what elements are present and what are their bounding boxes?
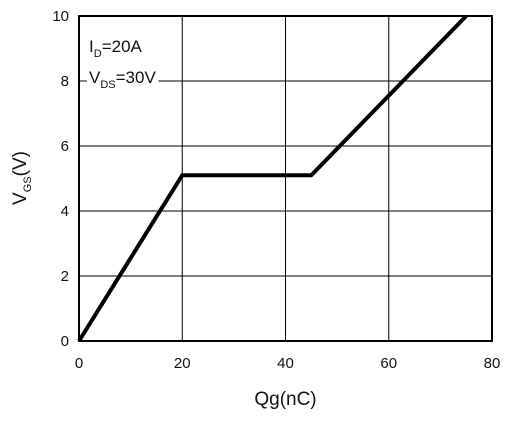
x-tick-label: 40: [277, 355, 294, 372]
y-tick-label: 2: [61, 268, 69, 285]
plot-frame: [78, 15, 493, 342]
y-tick-label: 8: [61, 73, 69, 90]
x-axis-title: Qg(nC): [254, 389, 316, 410]
annotation-voltage-rest: =30V: [116, 68, 157, 87]
annotation-current-main: I: [89, 37, 94, 56]
x-tick-label: 60: [380, 355, 397, 372]
annotation-background: [87, 36, 145, 61]
y-tick-label: 4: [61, 203, 69, 220]
y-tick-labels: 0 2 4 6 8 10: [52, 8, 69, 350]
annotation-voltage-main: V: [89, 68, 101, 87]
y-tick-label: 6: [61, 138, 69, 155]
annotation-current-rest: =20A: [102, 37, 143, 56]
y-axis-title: VGS(V): [10, 151, 34, 205]
x-tick-label: 0: [75, 355, 83, 372]
annotation-voltage-subscript: DS: [100, 79, 115, 91]
x-tick-labels: 0 20 40 60 80: [75, 355, 501, 372]
annotation-current: ID=20A: [89, 37, 143, 60]
annotation-background: [87, 67, 159, 92]
annotation-group: ID=20A VDS=30V: [87, 36, 159, 92]
annotation-current-subscript: D: [94, 48, 102, 60]
series-layer: [77, 14, 468, 343]
y-tick-label: 0: [61, 333, 69, 350]
y-axis-title-subscript: GS: [22, 176, 34, 192]
y-axis-title-main: V: [10, 192, 31, 205]
x-tick-label: 80: [484, 355, 501, 372]
annotation-voltage: VDS=30V: [89, 68, 156, 91]
y-axis-title-suffix: (V): [10, 151, 31, 176]
x-tick-label: 20: [174, 355, 191, 372]
gate-charge-curve: [77, 14, 468, 343]
y-tick-label: 10: [52, 8, 69, 25]
